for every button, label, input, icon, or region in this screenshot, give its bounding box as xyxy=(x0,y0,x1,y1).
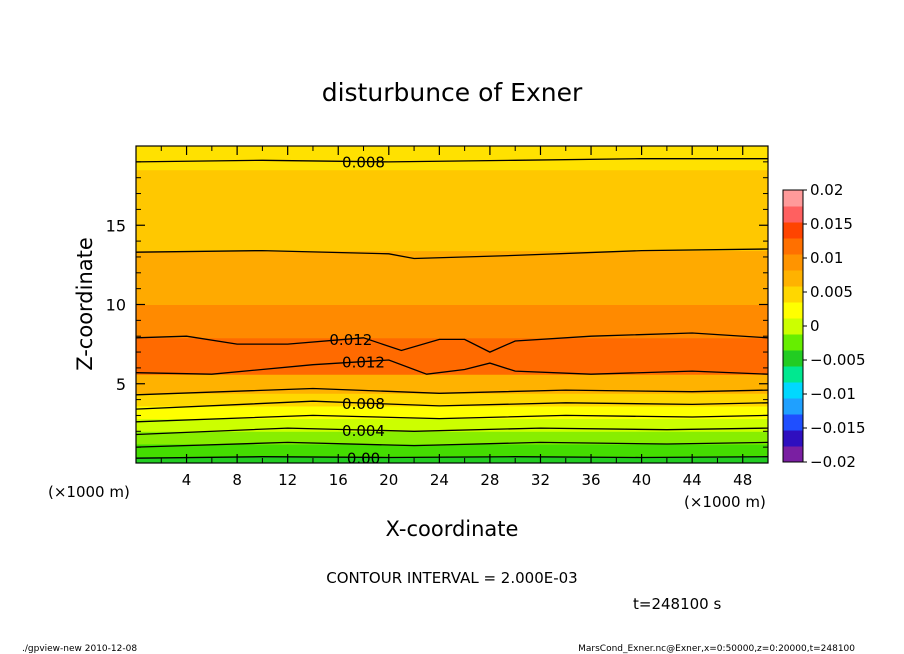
y-tick-label: 15 xyxy=(106,216,126,235)
contour-line-9 xyxy=(136,158,768,163)
x-axis-unit-right: (×1000 m) xyxy=(684,493,766,511)
colorbar-swatch xyxy=(783,238,803,255)
x-tick-label: 20 xyxy=(379,471,398,489)
x-tick-label: 8 xyxy=(232,471,242,489)
x-axis-label: X-coordinate xyxy=(386,517,519,541)
contour-label: 0.012 xyxy=(342,354,385,372)
contour-label: 0.012 xyxy=(329,331,372,349)
contour-line-5 xyxy=(136,387,768,396)
x-tick-label: 16 xyxy=(329,471,348,489)
colorbar-swatch xyxy=(783,334,803,351)
colorbar-tick-label: −0.015 xyxy=(810,419,866,437)
contour-line-0 xyxy=(136,456,768,459)
chart-title: disturbunce of Exner xyxy=(322,78,583,107)
colorbar-swatch xyxy=(783,302,803,319)
contour-label: 0.004 xyxy=(342,422,385,440)
x-tick-label: 40 xyxy=(632,471,651,489)
colorbar-swatch xyxy=(783,270,803,287)
contour-line-4 xyxy=(136,400,768,410)
filled-contour-bands xyxy=(136,146,768,463)
colorbar-tick-label: 0.01 xyxy=(810,249,843,267)
contour-line-6 xyxy=(136,359,768,375)
x-tick-label: 32 xyxy=(531,471,550,489)
footer-right: MarsCond_Exner.nc@Exner,x=0:50000,z=0:20… xyxy=(578,644,855,654)
contour-label: 0.008 xyxy=(342,154,385,172)
colorbar-tick-label: 0.02 xyxy=(810,181,843,199)
colorbar-tick-label: −0.02 xyxy=(810,453,856,471)
x-tick-label: 44 xyxy=(683,471,702,489)
contour-lines xyxy=(136,158,768,459)
contour-band-10 xyxy=(136,169,768,252)
colorbar-swatch xyxy=(783,318,803,335)
time-label: t=248100 s xyxy=(633,595,721,613)
contour-label: 0.008 xyxy=(342,395,385,413)
contour-band-2 xyxy=(136,431,768,445)
colorbar-swatch xyxy=(783,286,803,303)
y-axis-label: Z-coordinate xyxy=(73,237,97,371)
colorbar-swatch xyxy=(783,398,803,415)
x-tick-label: 24 xyxy=(430,471,449,489)
colorbar-swatch xyxy=(783,254,803,271)
contour-line-8 xyxy=(136,248,768,260)
colorbar-ticks: 0.02 0.015 0.01 0.005 0 −0.005 −0.01 −0.015 −0.0… xyxy=(803,181,866,471)
contour-line-3 xyxy=(136,414,768,423)
contour-line-7 xyxy=(136,332,768,353)
contour-interval-note: CONTOUR INTERVAL = 2.000E-03 xyxy=(326,569,577,587)
contour-band-8 xyxy=(136,304,768,339)
colorbar-tick-label: 0.005 xyxy=(810,283,853,301)
y-axis-ticks: 5 10 15 xyxy=(106,161,768,448)
contour-line-1 xyxy=(136,441,768,448)
contour-band-1 xyxy=(136,443,768,458)
contour-band-9 xyxy=(136,250,768,305)
x-axis-unit-left: (×1000 m) xyxy=(48,483,130,501)
x-axis-ticks: 4 8 12 16 20 24 28 32 36 40 44 48 xyxy=(160,146,752,489)
colorbar xyxy=(783,190,803,463)
y-tick-label: 10 xyxy=(106,296,126,315)
colorbar-swatch xyxy=(783,366,803,383)
colorbar-swatch xyxy=(783,350,803,367)
colorbar-tick-label: 0.015 xyxy=(810,215,853,233)
x-tick-label: 28 xyxy=(480,471,499,489)
contour-line-2 xyxy=(136,427,768,436)
colorbar-tick-label: −0.01 xyxy=(810,385,856,403)
colorbar-tick-label: −0.005 xyxy=(810,351,866,369)
colorbar-swatch xyxy=(783,190,803,207)
colorbar-swatch xyxy=(783,446,803,463)
x-tick-label: 12 xyxy=(278,471,297,489)
footer-left: ./gpview-new 2010-12-08 xyxy=(22,644,137,654)
colorbar-swatch xyxy=(783,414,803,431)
colorbar-swatch xyxy=(783,222,803,239)
colorbar-swatch xyxy=(783,206,803,223)
x-tick-label: 36 xyxy=(581,471,600,489)
y-tick-label: 5 xyxy=(116,375,126,394)
colorbar-swatch xyxy=(783,430,803,447)
contour-band-0 xyxy=(136,456,768,463)
x-tick-label: 4 xyxy=(182,471,192,489)
colorbar-tick-label: 0 xyxy=(810,317,820,335)
colorbar-swatch xyxy=(783,382,803,399)
x-tick-label: 48 xyxy=(733,471,752,489)
